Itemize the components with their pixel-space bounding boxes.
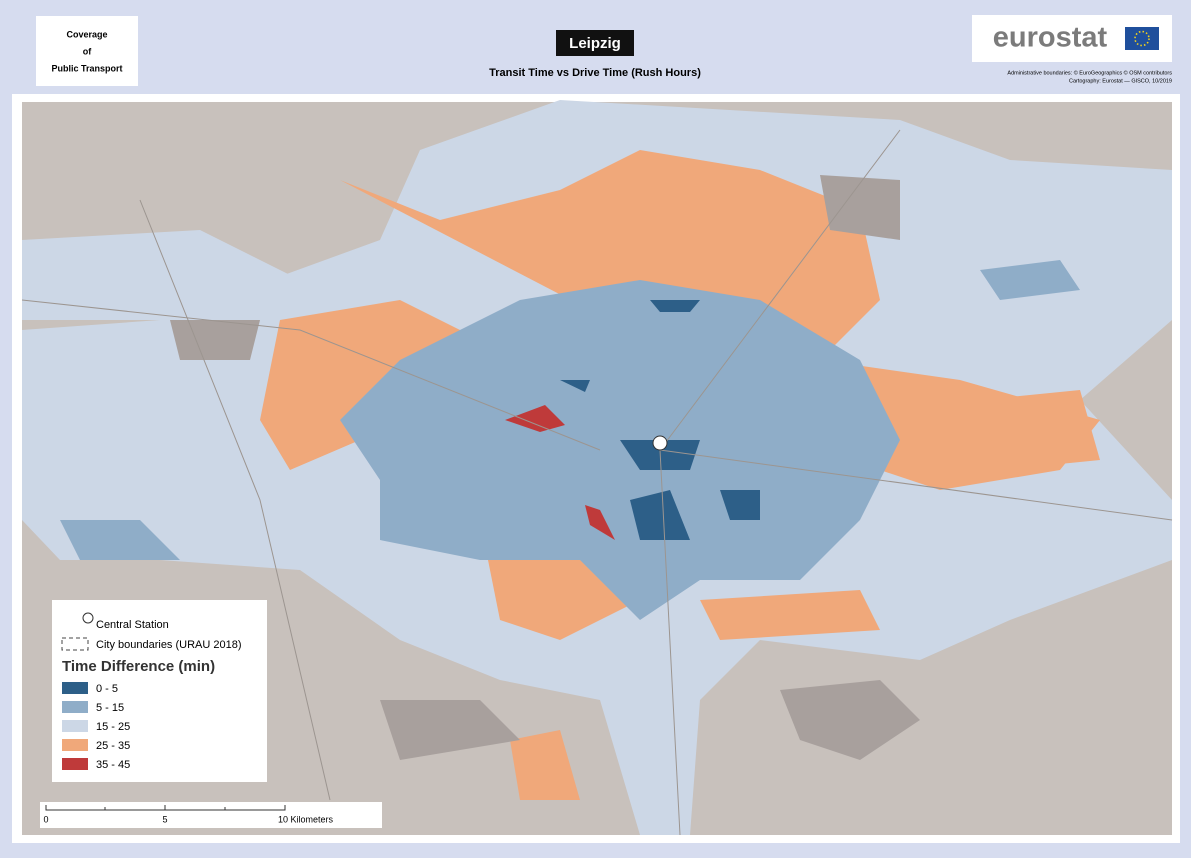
legend-swatch [62, 758, 88, 770]
legend-swatch [62, 682, 88, 694]
zone-0-5 [560, 300, 760, 540]
zone-35-45 [505, 405, 615, 540]
legend-label: 5 - 15 [96, 702, 124, 714]
scale-bar-box [40, 802, 382, 828]
legend-title: Time Difference (min) [62, 658, 215, 675]
logo-text: eurostat [993, 22, 1108, 54]
legend-label: 35 - 45 [96, 759, 130, 771]
coverage-box [36, 16, 138, 86]
credits: Administrative boundaries: © EuroGeograp… [1007, 69, 1172, 76]
city-title: Leipzig [569, 35, 621, 52]
zone-25-35 [260, 300, 1100, 800]
scale-label: 0 [43, 814, 48, 824]
eu-stars [1134, 30, 1150, 47]
city-box [556, 30, 634, 56]
built-area [170, 175, 920, 760]
legend-station: Central Station [96, 619, 169, 631]
zone-15-25 [22, 200, 1172, 320]
credits: Cartography: Eurostat — GISCO, 10/2019 [1069, 78, 1172, 84]
legend-swatch [62, 720, 88, 732]
legend-label: 0 - 5 [96, 683, 118, 695]
subtitle: Transit Time vs Drive Time (Rush Hours) [489, 67, 701, 79]
box-title: Coverage [66, 29, 107, 39]
zone-5-15 [340, 280, 900, 620]
legend-items: 0 - 5 5 - 15 15 - 25 25 - 35 35 - 45 [62, 682, 130, 771]
road [21, 129, 1173, 836]
eu-flag [1125, 27, 1159, 50]
station-icon [82, 612, 94, 624]
boundary-icon [61, 637, 89, 651]
legend-boundaries: City boundaries (URAU 2018) [96, 639, 242, 651]
box-title: Public Transport [51, 63, 122, 73]
legend-swatch [62, 701, 88, 713]
legend-label: 25 - 35 [96, 740, 130, 752]
scale-bar [45, 805, 286, 811]
legend-label: 15 - 25 [96, 721, 130, 733]
box-title: of [83, 46, 92, 56]
scale-label: 10 Kilometers [278, 814, 334, 824]
scale-label: 5 [162, 814, 167, 824]
central-station-marker [652, 435, 668, 451]
legend-swatch [62, 739, 88, 751]
